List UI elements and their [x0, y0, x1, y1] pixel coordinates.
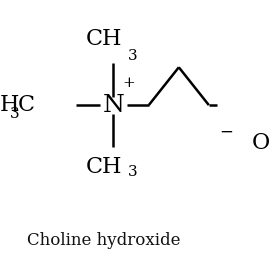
Text: 3: 3 [128, 165, 138, 179]
Text: CH: CH [85, 28, 122, 51]
Text: Choline hydroxide: Choline hydroxide [27, 232, 180, 249]
Text: +: + [123, 76, 136, 90]
Text: H: H [0, 94, 19, 116]
Text: −: − [220, 124, 233, 141]
Text: 3: 3 [128, 49, 138, 63]
Text: O: O [252, 132, 270, 154]
Text: N: N [102, 94, 124, 117]
Text: CH: CH [85, 156, 122, 177]
Text: 3: 3 [10, 106, 20, 120]
Text: C: C [18, 94, 35, 116]
